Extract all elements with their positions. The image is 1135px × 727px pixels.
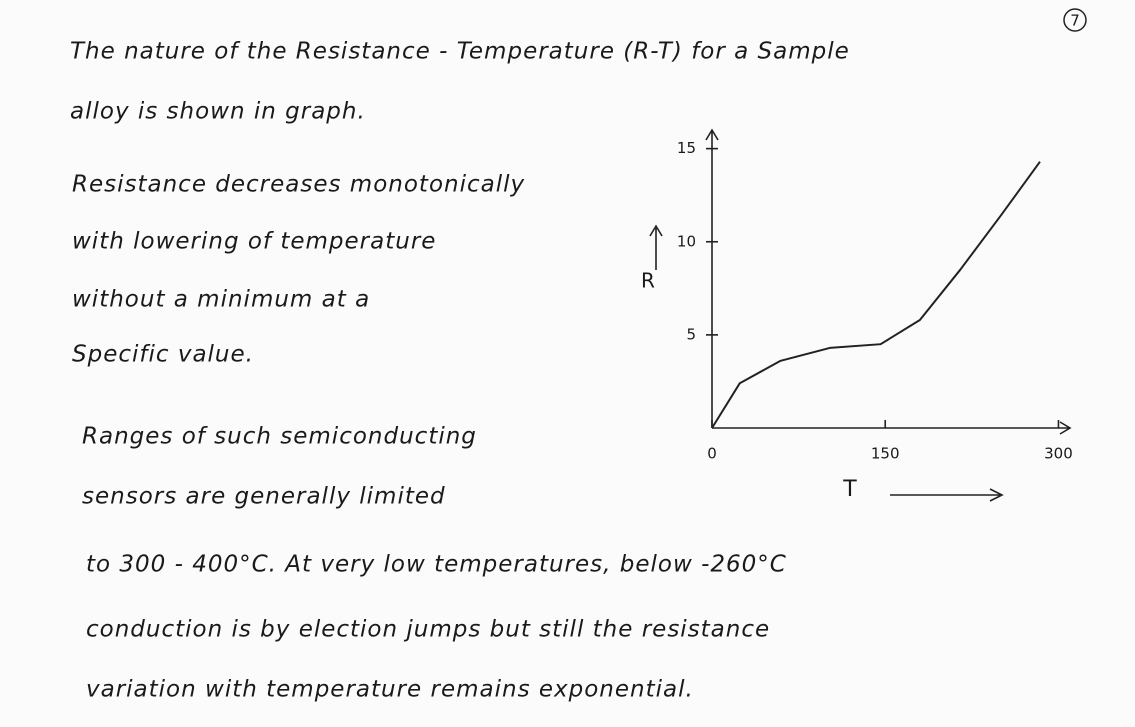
text-line: to 300 - 400°C. At very low temperatures…	[86, 552, 787, 578]
x-tick-label: 300	[1044, 445, 1073, 463]
y-axis-label: R	[641, 269, 655, 293]
y-tick-label: 15	[677, 139, 696, 157]
curve	[711, 161, 1041, 429]
y-tick-label: 5	[686, 325, 696, 343]
text-line: without a minimum at a	[72, 287, 370, 313]
y-tick-label: 10	[677, 232, 696, 250]
x-axis	[712, 421, 1072, 435]
text-line: Ranges of such semiconducting	[82, 424, 477, 450]
x-axis-label: T	[842, 477, 857, 502]
t-arrow	[890, 488, 1004, 502]
page-number-circle	[1063, 8, 1087, 32]
y-axis	[705, 128, 719, 428]
x-tick-label: 150	[871, 445, 900, 463]
text-line: conduction is by election jumps but stil…	[86, 617, 770, 643]
text-line: Specific value.	[72, 342, 254, 368]
text-line: sensors are generally limited	[82, 484, 446, 510]
text-line: Resistance decreases monotonically	[72, 172, 525, 198]
text-line: alloy is shown in graph.	[70, 99, 366, 125]
text-line: variation with temperature remains expon…	[86, 677, 694, 703]
text-line: with lowering of temperature	[72, 229, 436, 255]
text-line: The nature of the Resistance - Temperatu…	[70, 39, 850, 65]
x-tick-label: 0	[707, 445, 717, 463]
page-number: 7	[1070, 12, 1080, 30]
r-arrow	[649, 224, 663, 270]
